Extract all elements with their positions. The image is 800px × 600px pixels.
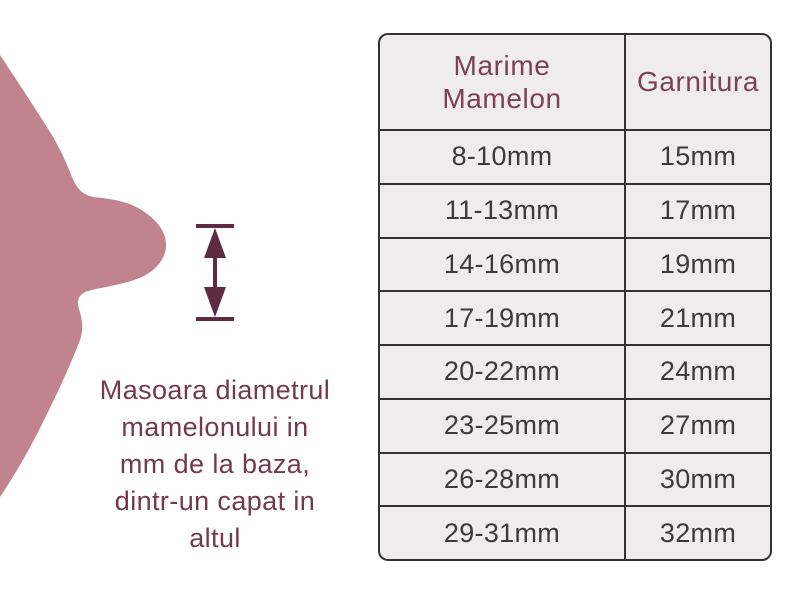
flange-size-cell: 30mm [626,453,770,506]
header-label-flange: Garnitura [636,66,760,97]
nipple-size-cell: 26-28mm [380,453,624,506]
flange-size-cell: 24mm [626,346,770,398]
measure-arrow-icon [196,224,234,321]
nipple-size-cell: 8-10mm [380,131,624,183]
nipple-size-cell: 11-13mm [380,184,624,237]
nipple-size-cell: 23-25mm [380,399,624,452]
instruction-line: mamelonului in [121,412,309,442]
flange-size-cell: 27mm [626,399,770,452]
instruction-line: dintr-un capat in [114,486,316,516]
nipple-size-cell: 17-19mm [380,292,624,344]
nipple-size-cell: 20-22mm [380,346,624,398]
flange-size-cell: 17mm [626,184,770,237]
measurement-illustration [0,55,234,497]
flange-size-cell: 15mm [626,131,770,183]
instruction-line: altul [189,523,241,553]
measurement-instruction-text: Masoara diametrul mamelonului in mm de l… [45,372,385,557]
flange-size-cell: 32mm [626,507,770,559]
arrow-top-head [204,228,226,258]
flange-size-cell: 21mm [626,292,770,344]
breast-silhouette-shape [0,55,166,497]
header-cell-nipple-size: Marime Mamelon [380,35,624,129]
nipple-size-cell: 14-16mm [380,238,624,291]
flange-size-cell: 19mm [626,238,770,291]
size-chart-table: Marime Mamelon Garnitura 8-10mm 15mm 11-… [378,33,772,561]
arrow-bottom-head [204,287,226,317]
instruction-line: Masoara diametrul [99,375,331,405]
header-cell-flange: Garnitura [626,35,770,129]
nipple-size-cell: 29-31mm [380,507,624,559]
header-label-nipple-size: Marime Mamelon [442,50,562,114]
instruction-line: mm de la baza, [119,449,311,479]
